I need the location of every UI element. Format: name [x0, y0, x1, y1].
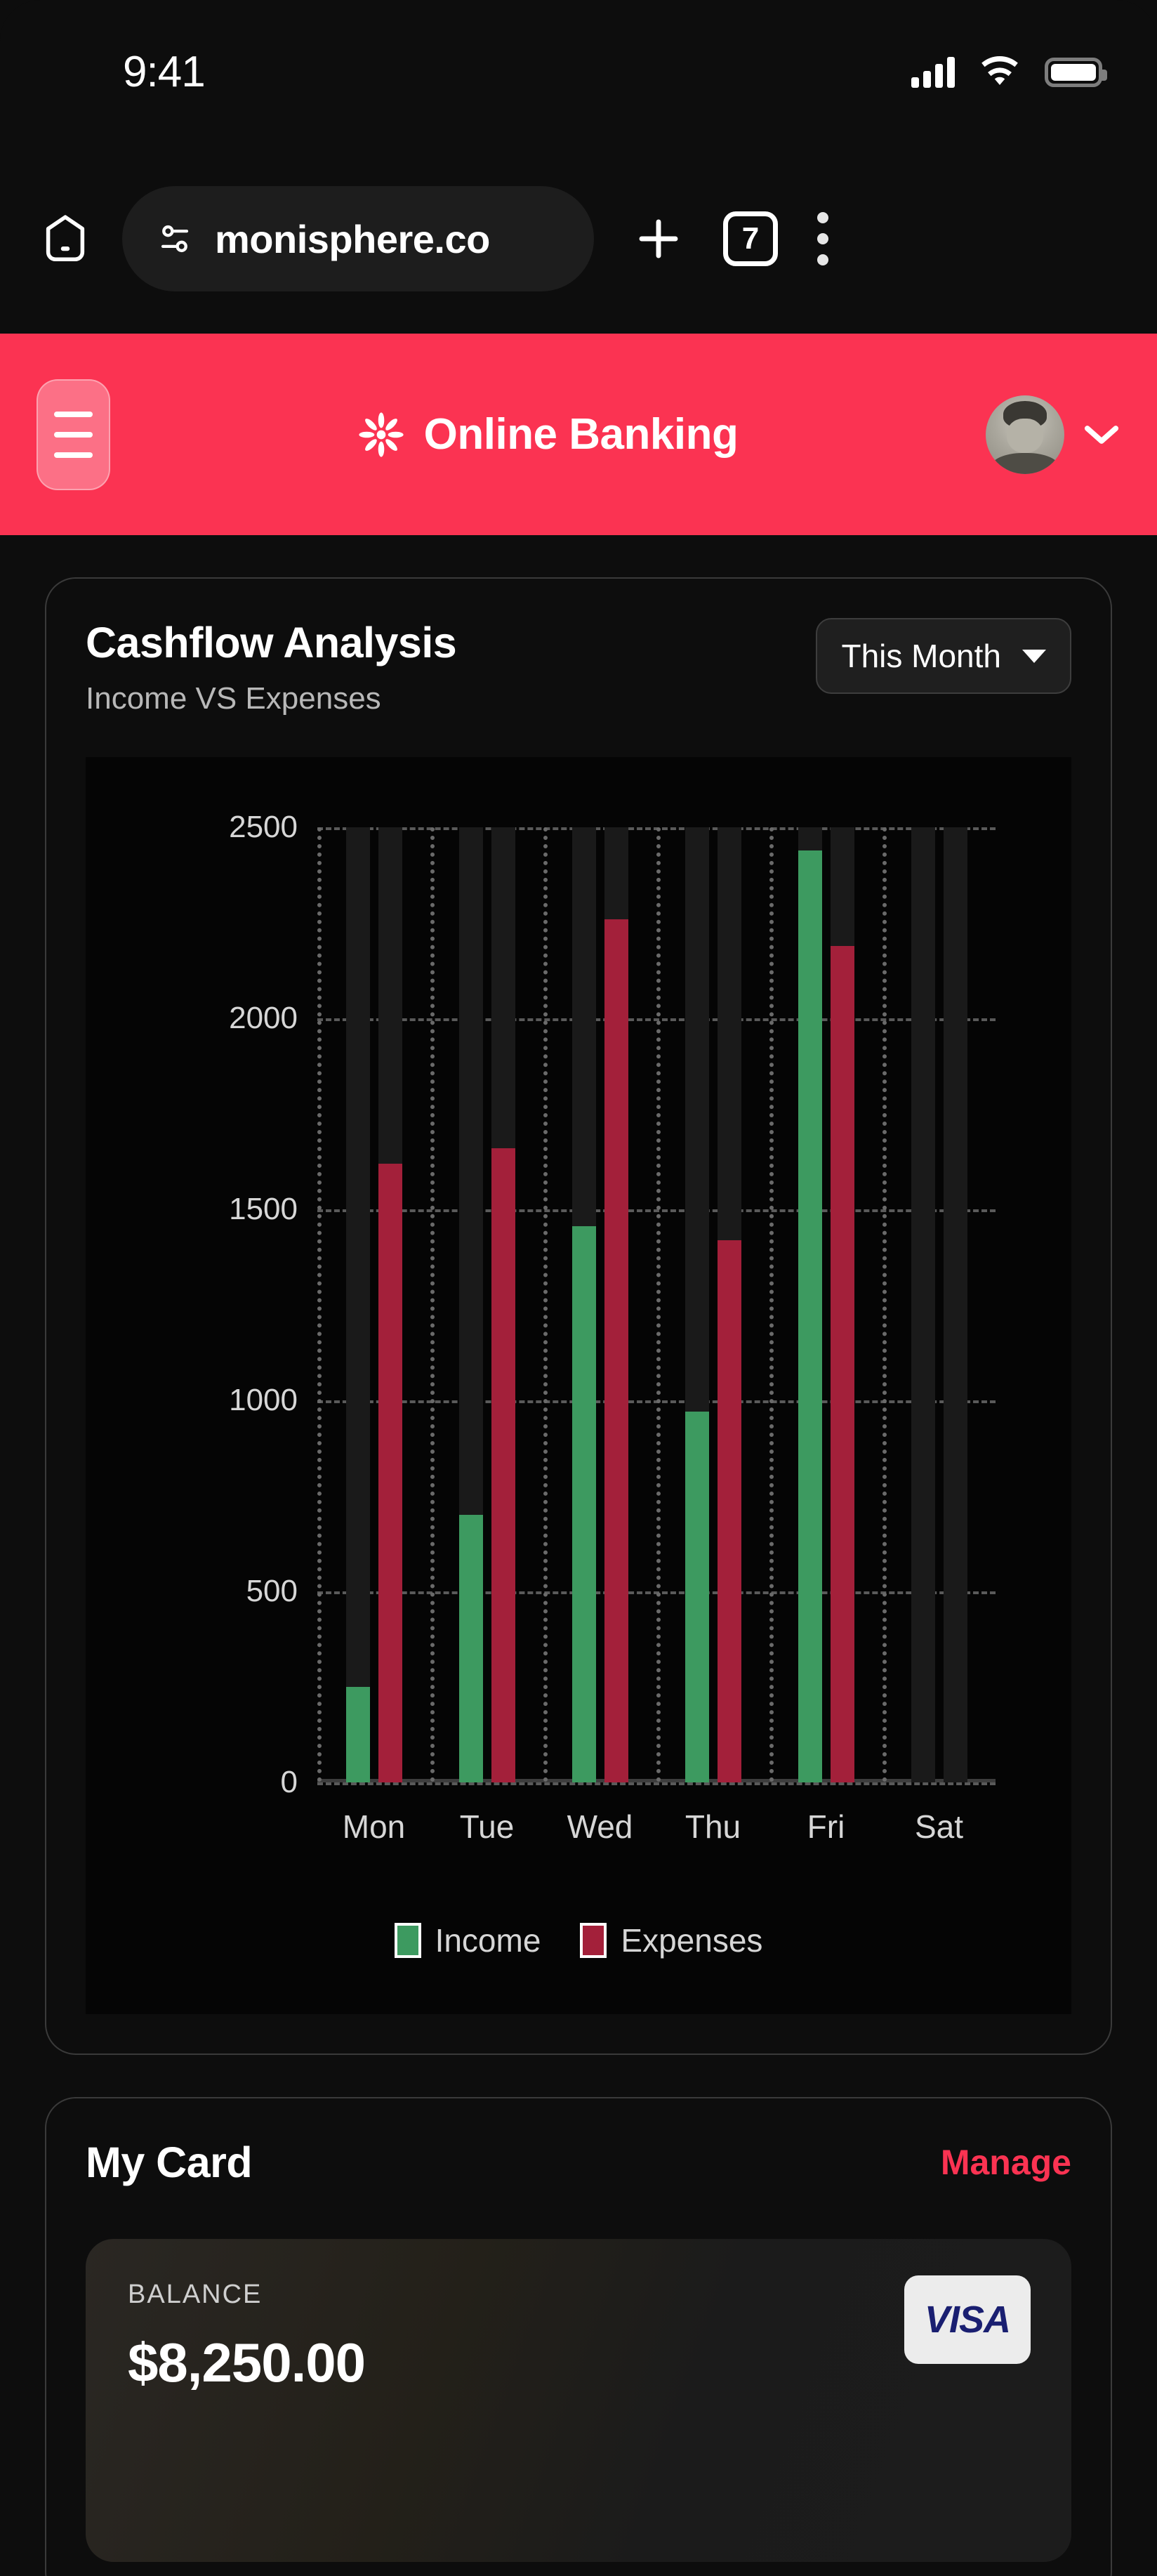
bar-expenses	[378, 1163, 402, 1782]
x-axis-tick-label: Sat	[914, 1808, 964, 1845]
category-separator	[543, 827, 548, 1782]
page-content: Cashflow Analysis Income VS Expenses Thi…	[0, 535, 1157, 2576]
chart-legend: Income Expenses	[86, 1921, 1071, 1959]
avatar[interactable]	[986, 395, 1064, 474]
time-range-label: This Month	[841, 638, 1001, 674]
manage-link[interactable]: Manage	[940, 2143, 1071, 2182]
bar-group: Sat	[882, 827, 996, 1845]
bar-track-income[interactable]	[458, 827, 483, 1782]
credit-card[interactable]: BALANCE $8,250.00 VISA	[86, 2239, 1071, 2562]
bar-group: Mon	[317, 827, 430, 1845]
my-card-section: My Card Manage BALANCE $8,250.00 VISA	[45, 2097, 1112, 2576]
cashflow-titles: Cashflow Analysis Income VS Expenses	[86, 618, 457, 716]
status-icons	[911, 55, 1107, 90]
burst-flower-logo-icon	[359, 412, 404, 457]
brand: Online Banking	[110, 409, 986, 459]
visa-logo-icon: VISA	[904, 2275, 1031, 2364]
y-axis-tick-label: 2500	[229, 810, 298, 844]
y-axis-tick-label: 500	[246, 1574, 298, 1608]
bar-income	[571, 1226, 596, 1782]
tab-count-button[interactable]: 7	[723, 211, 778, 266]
y-axis-tick-label: 1000	[229, 1383, 298, 1417]
my-card-header: My Card Manage	[86, 2138, 1071, 2187]
bar-income	[345, 1687, 370, 1782]
bar-group: Tue	[430, 827, 543, 1845]
bar-expenses	[717, 1240, 741, 1782]
bar-track-income[interactable]	[345, 827, 370, 1782]
app-header: Online Banking	[0, 334, 1157, 535]
balance-amount: $8,250.00	[128, 2332, 366, 2393]
tab-count-label: 7	[741, 221, 760, 256]
my-card-title: My Card	[86, 2138, 253, 2186]
bar-track-income[interactable]	[798, 827, 822, 1782]
card-subtitle: Income VS Expenses	[86, 681, 381, 716]
y-axis-tick-label: 2000	[229, 1001, 298, 1035]
cashflow-chart: 0 500 1000 1500 2000 2500 Mon Tue Wed Thu Fri Sat I…	[86, 757, 1071, 2014]
url-bar[interactable]: monisphere.co	[122, 186, 594, 291]
gridline	[317, 1782, 996, 1785]
cashflow-card: Cashflow Analysis Income VS Expenses Thi…	[45, 577, 1112, 2055]
balance-label: BALANCE	[128, 2280, 263, 2309]
bar-track-income[interactable]	[685, 827, 709, 1782]
signal-bars-icon	[911, 56, 955, 88]
legend-swatch-income	[394, 1923, 421, 1958]
tune-icon[interactable]	[154, 218, 195, 259]
x-axis-tick-label: Thu	[685, 1808, 741, 1845]
cashflow-card-header: Cashflow Analysis Income VS Expenses Thi…	[86, 618, 1071, 716]
category-separator	[882, 827, 887, 1782]
visa-logo-text: VISA	[924, 2299, 1011, 2341]
bar-track-expenses[interactable]	[604, 827, 628, 1782]
category-separator	[430, 827, 435, 1782]
url-text: monisphere.co	[215, 216, 490, 261]
bar-group: Thu	[656, 827, 769, 1845]
kebab-menu-icon[interactable]	[817, 212, 828, 265]
bar-groups: Mon Tue Wed Thu Fri Sat	[317, 827, 996, 1845]
bar-track-expenses[interactable]	[491, 827, 515, 1782]
category-separator	[656, 827, 661, 1782]
bar-track-expenses[interactable]	[378, 827, 402, 1782]
bar-income	[798, 850, 822, 1782]
bar-income	[685, 1412, 709, 1782]
x-axis-tick-label: Tue	[459, 1808, 515, 1845]
bar-expenses	[491, 1148, 515, 1782]
time-range-select[interactable]: This Month	[816, 618, 1071, 694]
chart-plot-area: 0 500 1000 1500 2000 2500 Mon Tue Wed Thu Fri Sat	[229, 810, 996, 1845]
bar-group: Wed	[543, 827, 656, 1845]
legend-item-expenses: Expenses	[580, 1921, 762, 1959]
app-title: Online Banking	[423, 410, 739, 459]
account-menu[interactable]	[986, 395, 1120, 474]
hamburger-icon[interactable]	[37, 379, 110, 490]
status-time: 9:41	[123, 48, 206, 96]
browser-toolbar: monisphere.co 7	[0, 144, 1157, 334]
wifi-icon	[981, 55, 1018, 85]
chevron-down-icon[interactable]	[1083, 423, 1120, 447]
category-separator	[769, 827, 774, 1782]
bar-track-expenses[interactable]	[943, 827, 967, 1782]
bar-expenses	[830, 945, 854, 1782]
y-axis-tick-label: 1500	[229, 1192, 298, 1226]
legend-label-income: Income	[435, 1922, 541, 1959]
legend-item-income: Income	[394, 1921, 541, 1959]
bar-track-income[interactable]	[571, 827, 596, 1782]
plus-icon[interactable]	[633, 213, 684, 264]
category-separator	[317, 827, 322, 1782]
legend-label-expenses: Expenses	[621, 1922, 763, 1959]
home-icon[interactable]	[38, 211, 93, 266]
bar-income	[458, 1515, 483, 1782]
battery-icon	[1045, 57, 1107, 87]
x-axis-tick-label: Fri	[807, 1808, 845, 1845]
y-axis-tick-label: 0	[280, 1765, 298, 1799]
status-bar: 9:41	[0, 0, 1157, 144]
caret-down-icon	[1022, 649, 1046, 663]
bar-group: Fri	[769, 827, 882, 1845]
page-title: Cashflow Analysis	[86, 619, 457, 666]
x-axis-tick-label: Wed	[567, 1808, 633, 1845]
x-axis-tick-label: Mon	[342, 1808, 406, 1845]
bar-track-expenses[interactable]	[830, 827, 854, 1782]
bar-track-expenses[interactable]	[717, 827, 741, 1782]
bar-track-income[interactable]	[911, 827, 935, 1782]
bar-expenses	[604, 919, 628, 1782]
legend-swatch-expenses	[580, 1923, 607, 1958]
